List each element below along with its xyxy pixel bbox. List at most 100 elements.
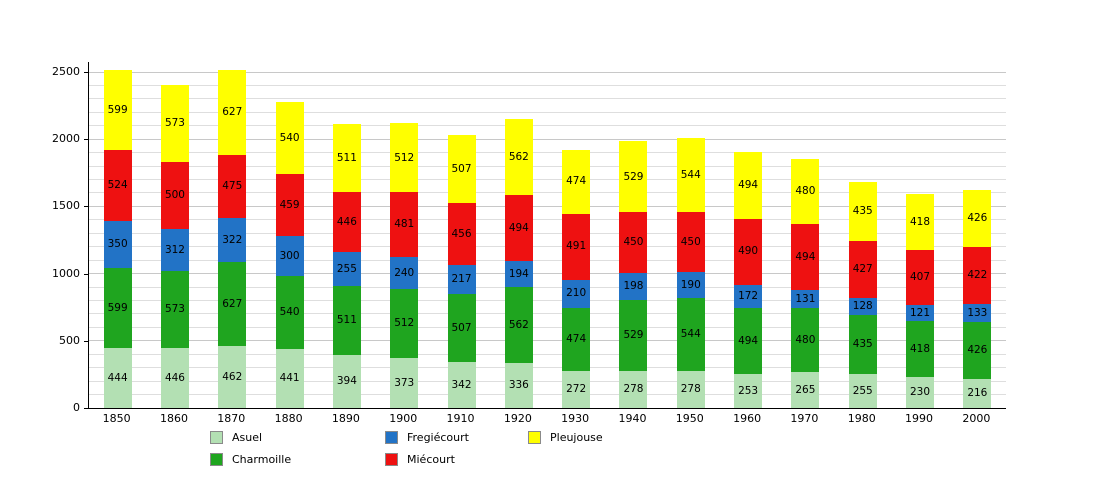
x-axis-tick-label: 1990 <box>905 412 934 425</box>
segment-value-label: 427 <box>852 263 873 276</box>
x-axis-tick-label: 1890 <box>331 412 360 425</box>
segment-value-label: 253 <box>738 384 759 397</box>
bar-column-1910: 342 507 217 456 507 <box>433 62 490 408</box>
bar-column-1880: 441 540 300 459 540 <box>261 62 318 408</box>
bar-segment-fregiécourt: 190 <box>676 272 705 298</box>
bar-column-1960: 253 494 172 490 494 <box>719 62 776 408</box>
stacked-bar: 278 529 198 450 529 <box>619 141 648 408</box>
bar-segment-fregiécourt: 194 <box>504 261 533 288</box>
x-axis-tick-label: 1910 <box>446 412 475 425</box>
segment-value-label: 210 <box>566 287 587 300</box>
stacked-bar: 373 512 240 481 512 <box>390 123 419 408</box>
segment-value-label: 198 <box>623 279 644 292</box>
y-axis-tick-label: 1000 <box>52 266 80 280</box>
segment-value-label: 194 <box>508 268 529 281</box>
bar-segment-charmoille: 599 <box>103 267 132 349</box>
x-axis-tick-label: 1970 <box>790 412 819 425</box>
stacked-bar: 272 474 210 491 474 <box>562 149 591 408</box>
bar-segment-charmoille: 474 <box>562 307 591 372</box>
segment-value-label: 230 <box>910 386 931 399</box>
bar-segment-charmoille: 540 <box>275 276 304 349</box>
legend-swatch <box>210 453 223 466</box>
segment-value-label: 494 <box>738 334 759 347</box>
stacked-bar: 441 540 300 459 540 <box>275 101 304 408</box>
legend-swatch <box>385 431 398 444</box>
gridline <box>89 98 1006 100</box>
bar-segment-asuel: 446 <box>160 348 189 408</box>
segment-value-label: 172 <box>738 289 759 302</box>
segment-value-label: 540 <box>279 131 300 144</box>
gridline <box>89 152 1006 154</box>
legend-item-pleujouse: Pleujouse <box>528 431 603 444</box>
segment-value-label: 494 <box>795 250 816 263</box>
segment-value-label: 474 <box>566 175 587 188</box>
gridline <box>89 111 1006 113</box>
segment-value-label: 573 <box>164 117 185 130</box>
bar-segment-fregiécourt: 240 <box>390 256 419 290</box>
segment-value-label: 426 <box>967 344 988 357</box>
x-axis-tick-label: 1950 <box>675 412 704 425</box>
bar-column-1900: 373 512 240 481 512 <box>376 62 433 408</box>
bar-segment-asuel: 272 <box>562 371 591 408</box>
segment-value-label: 627 <box>222 106 243 119</box>
bar-segment-charmoille: 529 <box>619 299 648 371</box>
segment-value-label: 511 <box>336 314 357 327</box>
segment-value-label: 131 <box>795 292 816 305</box>
segment-value-label: 435 <box>852 338 873 351</box>
bar-segment-miécourt: 494 <box>791 223 820 291</box>
y-axis-tick-label: 2500 <box>52 65 80 78</box>
bar-segment-fregiécourt: 255 <box>332 252 361 287</box>
segment-value-label: 512 <box>394 151 415 164</box>
plot-area: 444 599 350 524 599 446 573 312 500 573 462 627 322 4… <box>88 62 1006 409</box>
y-axis-tick-label: 2000 <box>52 132 80 146</box>
stacked-bar: 444 599 350 524 599 <box>103 69 132 408</box>
segment-value-label: 474 <box>566 333 587 346</box>
y-axis-tick <box>84 408 88 409</box>
segment-value-label: 312 <box>164 243 185 256</box>
segment-value-label: 350 <box>107 238 128 251</box>
bar-segment-miécourt: 450 <box>619 212 648 273</box>
segment-value-label: 394 <box>336 375 357 388</box>
segment-value-label: 450 <box>680 235 701 248</box>
bar-segment-pleujouse: 512 <box>390 123 419 193</box>
bar-segment-fregiécourt: 121 <box>906 304 935 321</box>
x-axis-tick-label: 1880 <box>274 412 303 425</box>
bar-segment-miécourt: 500 <box>160 161 189 230</box>
segment-value-label: 407 <box>910 271 931 284</box>
stacked-bar: 336 562 194 494 562 <box>504 119 533 408</box>
bar-segment-asuel: 255 <box>848 373 877 408</box>
gridline <box>89 326 1006 328</box>
segment-value-label: 272 <box>566 383 587 396</box>
segment-value-label: 627 <box>222 297 243 310</box>
bar-column-1870: 462 627 322 475 627 <box>204 62 261 408</box>
bar-segment-charmoille: 426 <box>963 321 992 379</box>
segment-value-label: 322 <box>222 233 243 246</box>
segment-value-label: 507 <box>451 163 472 176</box>
gridline <box>89 353 1006 355</box>
segment-value-label: 255 <box>852 384 873 397</box>
bar-segment-asuel: 253 <box>734 374 763 408</box>
bar-column-1860: 446 573 312 500 573 <box>146 62 203 408</box>
segment-value-label: 336 <box>508 379 529 392</box>
stacked-bar: 446 573 312 500 573 <box>160 84 189 408</box>
segment-value-label: 494 <box>508 221 529 234</box>
y-axis-tick <box>84 139 88 141</box>
legend-item-charmoille: Charmoille <box>210 453 291 466</box>
bar-segment-miécourt: 491 <box>562 213 591 280</box>
bar-segment-pleujouse: 418 <box>906 193 935 250</box>
bar-segment-asuel: 462 <box>218 345 247 408</box>
gridline <box>89 71 1006 73</box>
segment-value-label: 265 <box>795 383 816 396</box>
bar-segment-asuel: 444 <box>103 348 132 408</box>
x-axis-tick-label: 1930 <box>561 412 590 425</box>
bar-segment-asuel: 441 <box>275 348 304 408</box>
bar-segment-miécourt: 490 <box>734 218 763 285</box>
bar-column-1950: 278 544 190 450 544 <box>662 62 719 408</box>
bar-segment-charmoille: 573 <box>160 271 189 349</box>
legend-swatch <box>210 431 223 444</box>
bar-segment-asuel: 342 <box>447 362 476 408</box>
gridline <box>89 313 1006 315</box>
segment-value-label: 490 <box>738 245 759 258</box>
gridline <box>89 380 1006 382</box>
